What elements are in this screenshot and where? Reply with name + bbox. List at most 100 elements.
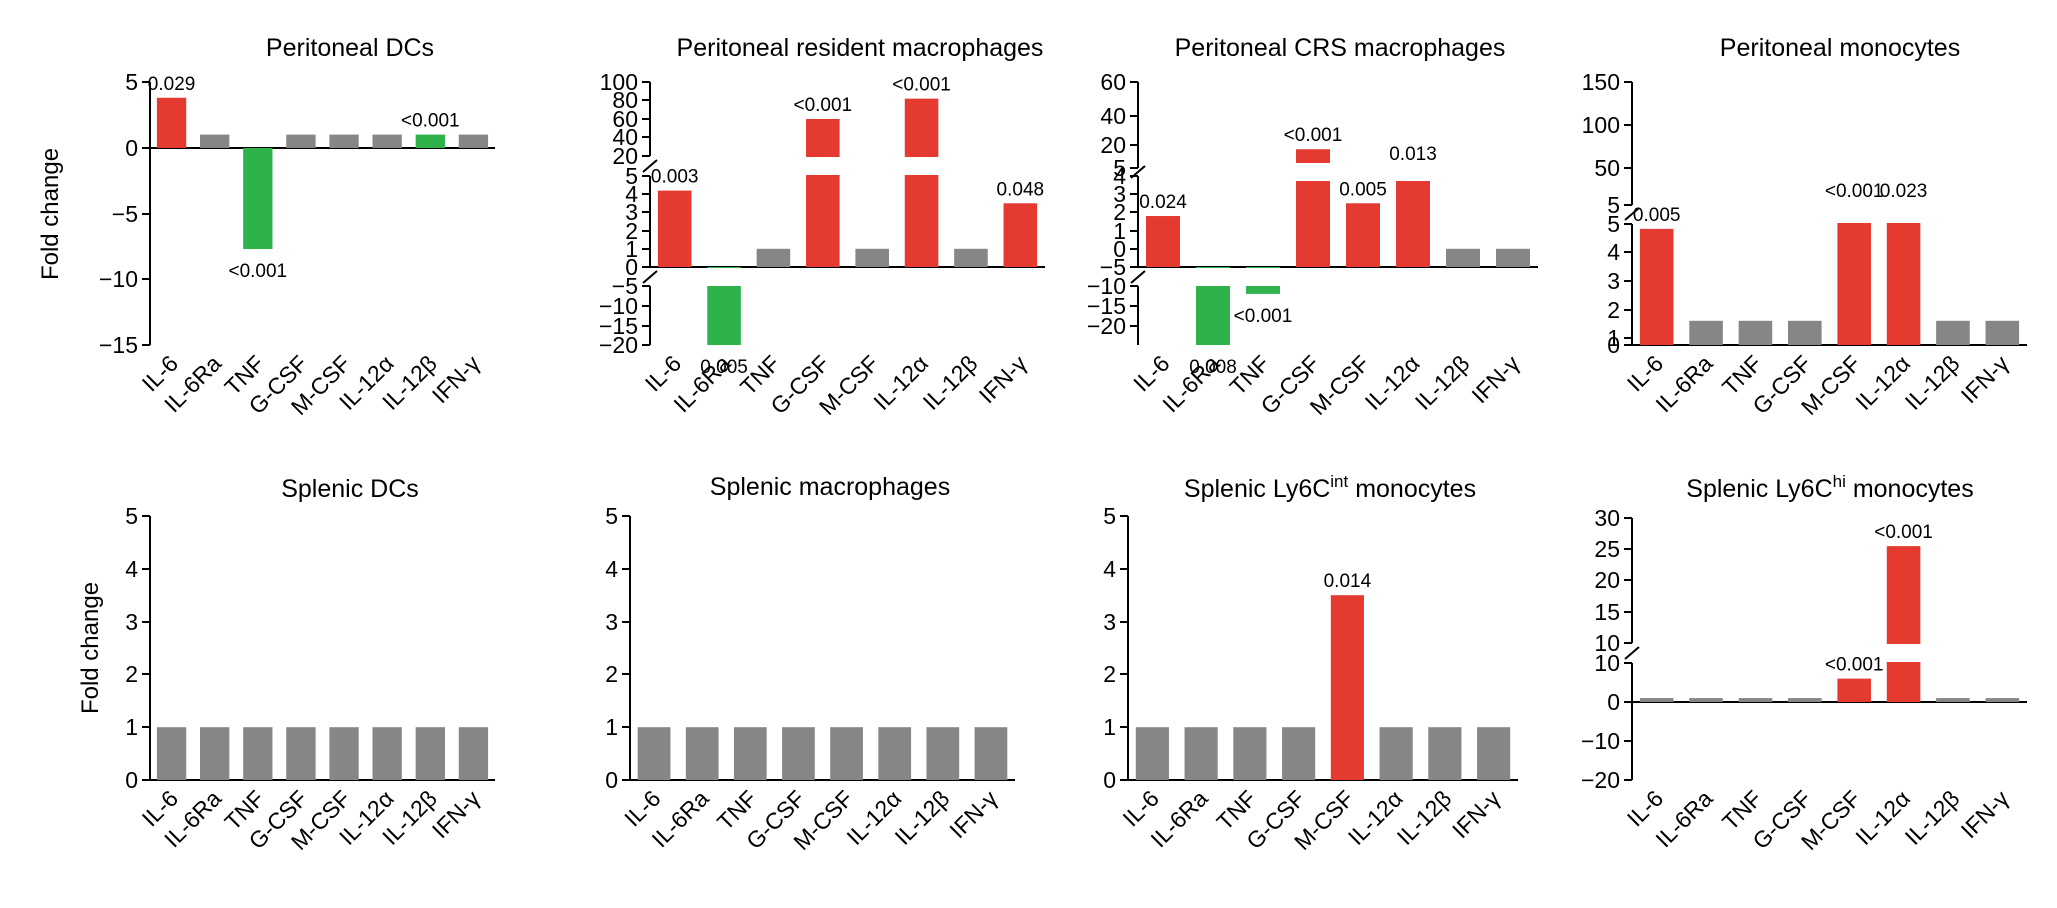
chart-title-text: Splenic macrophages — [710, 473, 950, 501]
y-tick-label: 3 — [1103, 609, 1116, 635]
y-tick-label: 4 — [625, 181, 638, 207]
bar — [954, 248, 988, 267]
y-tick-label: 4 — [605, 556, 618, 582]
chart-title: Splenic DCs — [281, 475, 419, 503]
category-label: IFN-γ — [944, 785, 1002, 843]
y-tick-label: 3 — [605, 609, 618, 635]
y-tick-label: 3 — [1113, 181, 1126, 207]
p-value-label: <0.001 — [1825, 655, 1884, 676]
bar-break-gap — [1885, 644, 1922, 662]
chart-title-suffix: monocytes — [1348, 475, 1476, 503]
y-tick-label: 80 — [612, 87, 638, 113]
p-value-label: <0.001 — [892, 75, 951, 96]
category-label: IL-12α — [868, 350, 933, 415]
chart-title-text: Splenic Ly6C — [1184, 475, 1330, 503]
y-tick-label: 5 — [1113, 155, 1126, 181]
y-tick-label: 4 — [125, 556, 138, 582]
y-tick-label: 2 — [1607, 297, 1620, 323]
y-tick-label: 2 — [605, 661, 618, 687]
y-tick-label: 15 — [1594, 599, 1620, 625]
chart-title-suffix: monocytes — [1846, 475, 1974, 503]
bar — [1233, 727, 1267, 780]
axis-break-mark — [1624, 207, 1640, 221]
bar — [830, 727, 863, 780]
y-tick-label: 40 — [1100, 103, 1126, 129]
chart-panel: Peritoneal CRS macrophages 60 40 20543210−5… — [1087, 34, 1538, 420]
y-tick-label: 0 — [1607, 332, 1620, 358]
category-label: IFN-γ — [1447, 785, 1505, 843]
bar — [1788, 320, 1822, 345]
bar — [1477, 727, 1511, 780]
category-label: IFN-γ — [1956, 350, 2014, 408]
y-tick-label: −10 — [1087, 273, 1126, 299]
axis-break-mark — [642, 270, 658, 284]
y-tick-label: −20 — [599, 332, 638, 358]
y-tick-label: 5 — [1607, 192, 1620, 218]
y-tick-label: 50 — [1594, 155, 1620, 181]
bar-break-gap — [1195, 268, 1231, 286]
category-label: IL-12α — [1360, 350, 1425, 415]
bar — [1985, 320, 2020, 345]
bar — [926, 727, 960, 780]
bar-break-gap — [805, 157, 841, 175]
chart-title: Peritoneal DCs — [266, 34, 434, 62]
chart-title: Peritoneal resident macrophages — [677, 34, 1044, 62]
y-tick-label: 0 — [1113, 236, 1126, 262]
chart-title: Peritoneal CRS macrophages — [1175, 34, 1506, 62]
bar — [415, 134, 445, 148]
y-tick-label: −5 — [612, 273, 638, 299]
y-tick-label: 3 — [125, 609, 138, 635]
y-tick-label: 1 — [1113, 218, 1126, 244]
chart-title-text: Peritoneal resident macrophages — [677, 34, 1044, 62]
bar — [286, 134, 316, 148]
bar — [1738, 320, 1773, 345]
bar — [756, 248, 791, 267]
chart-title-text: Peritoneal DCs — [266, 34, 434, 62]
chart-title-text: Peritoneal CRS macrophages — [1175, 34, 1506, 62]
y-axis-label: Fold change — [77, 582, 104, 714]
p-value-label: <0.001 — [401, 111, 460, 132]
p-value-label: 0.014 — [1324, 571, 1372, 592]
y-tick-label: 0 — [605, 767, 618, 793]
chart-title: Peritoneal monocytes — [1720, 34, 1960, 62]
bar — [1282, 727, 1316, 780]
p-value-label: <0.001 — [1825, 181, 1884, 202]
bar — [200, 727, 230, 780]
bar — [1135, 727, 1169, 780]
bar — [243, 727, 273, 780]
bar — [1184, 727, 1218, 780]
y-tick-label: 5 — [605, 503, 618, 529]
bar — [1496, 248, 1530, 267]
category-label: IFN-γ — [1466, 350, 1524, 408]
y-tick-label: −5 — [112, 201, 138, 227]
bar — [1936, 320, 1970, 345]
y-tick-label: 1 — [625, 236, 638, 262]
bar — [1985, 698, 2020, 702]
y-tick-label: −15 — [1087, 293, 1126, 319]
chart-title-superscript: hi — [1833, 472, 1846, 491]
y-tick-label: 2 — [1103, 661, 1116, 687]
p-value-label: 0.005 — [700, 357, 748, 378]
chart-panel: Peritoneal monocytes1501005055432100.005… — [1582, 34, 2027, 420]
category-label: IL-12α — [1343, 785, 1408, 850]
y-tick-label: −10 — [599, 293, 638, 319]
y-tick-label: −15 — [99, 332, 138, 358]
y-tick-label: −10 — [1581, 728, 1620, 754]
bar — [329, 727, 359, 780]
category-label: IL-6Ra — [1145, 785, 1212, 852]
y-tick-label: 5 — [1607, 211, 1620, 237]
bar — [1639, 228, 1674, 345]
y-tick-label: 3 — [1607, 268, 1620, 294]
category-label: IL-12β — [918, 350, 983, 415]
y-tick-label: 5 — [625, 163, 638, 189]
chart-title-text: Splenic DCs — [281, 475, 419, 503]
y-axis-label: Fold change — [37, 148, 64, 280]
bar-break-gap — [706, 268, 742, 286]
y-tick-label: 100 — [600, 69, 638, 95]
bar — [1936, 698, 1970, 702]
category-label: IL-6Ra — [1650, 350, 1717, 417]
y-tick-label: 150 — [1582, 69, 1620, 95]
y-tick-label: 0 — [1607, 689, 1620, 715]
y-tick-label: −20 — [1581, 767, 1620, 793]
